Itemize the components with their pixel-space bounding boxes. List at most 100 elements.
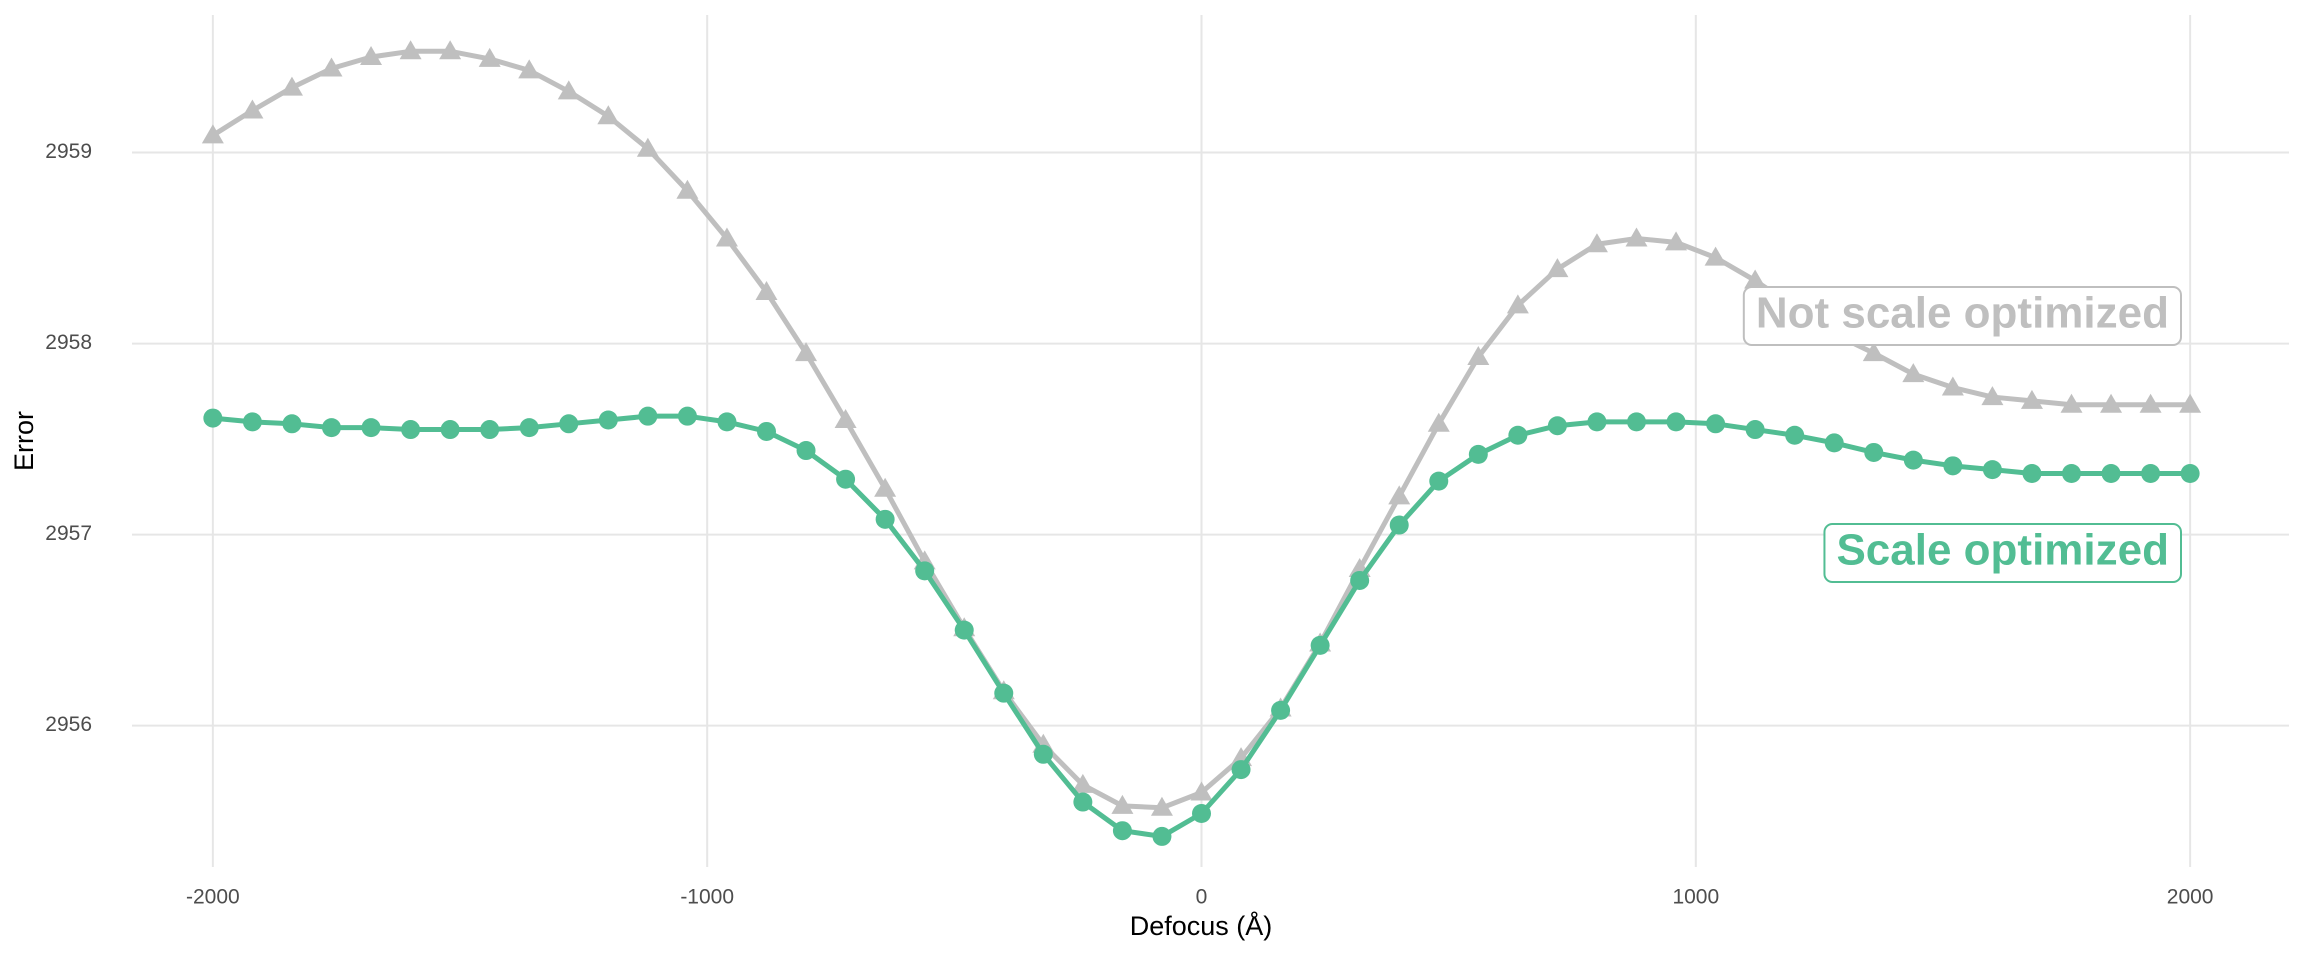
marker xyxy=(519,418,539,438)
marker xyxy=(2022,463,2042,483)
marker xyxy=(1152,826,1172,846)
series-label-text: Scale optimized xyxy=(1836,526,2169,575)
marker xyxy=(1824,433,1844,453)
marker xyxy=(1981,386,2004,406)
marker xyxy=(399,40,422,60)
marker xyxy=(439,40,462,60)
marker xyxy=(1271,700,1291,720)
marker xyxy=(2179,393,2202,413)
marker xyxy=(518,59,541,79)
marker xyxy=(1508,425,1528,445)
marker xyxy=(954,620,974,640)
marker xyxy=(874,477,897,497)
marker xyxy=(1506,294,1529,314)
marker xyxy=(440,420,460,440)
marker xyxy=(1468,444,1488,464)
marker xyxy=(1585,233,1608,253)
marker xyxy=(360,46,383,66)
grid xyxy=(132,15,2289,867)
marker xyxy=(755,280,778,300)
marker xyxy=(559,414,579,434)
marker xyxy=(1071,773,1094,793)
marker xyxy=(994,683,1014,703)
y-tick-label: 2956 xyxy=(45,713,92,736)
marker xyxy=(1350,570,1370,590)
label-box xyxy=(1823,523,2182,583)
series-label: Not scale optimized xyxy=(1742,286,2182,346)
marker xyxy=(1112,821,1132,841)
marker xyxy=(598,410,618,430)
marker xyxy=(1785,425,1805,445)
marker xyxy=(2180,463,2200,483)
x-tick-label: 1000 xyxy=(1672,886,1719,909)
x-axis-title: Defocus (Å) xyxy=(1130,910,1273,941)
marker xyxy=(1546,258,1569,278)
marker xyxy=(1111,794,1134,814)
marker xyxy=(2060,393,2083,413)
label-box xyxy=(1742,286,2182,346)
marker xyxy=(280,76,303,96)
marker xyxy=(1864,442,1884,462)
marker xyxy=(875,509,895,529)
marker xyxy=(1665,231,1688,251)
marker xyxy=(361,418,381,438)
marker xyxy=(836,469,856,489)
marker xyxy=(1982,460,2002,480)
marker xyxy=(1429,471,1449,491)
marker xyxy=(1627,412,1646,432)
marker xyxy=(320,57,343,77)
marker xyxy=(203,408,223,428)
marker xyxy=(242,412,262,432)
marker xyxy=(241,99,264,119)
marker xyxy=(915,561,935,581)
marker xyxy=(1745,420,1765,440)
marker xyxy=(1388,485,1411,505)
y-tick-label: 2959 xyxy=(45,140,92,163)
marker xyxy=(401,420,421,440)
marker xyxy=(636,137,659,157)
marker xyxy=(322,418,341,438)
marker xyxy=(757,421,776,441)
marker xyxy=(478,47,501,67)
marker xyxy=(795,342,818,362)
marker xyxy=(1862,342,1885,362)
marker xyxy=(1547,416,1567,436)
y-tick-label: 2958 xyxy=(45,331,92,354)
marker xyxy=(1231,760,1251,780)
marker xyxy=(1666,412,1686,432)
marker xyxy=(1625,227,1648,247)
marker xyxy=(1704,246,1727,266)
x-tick-label: -1000 xyxy=(680,886,734,909)
marker xyxy=(1943,456,1963,476)
marker xyxy=(2141,463,2161,483)
marker xyxy=(2139,393,2162,413)
marker xyxy=(2101,463,2121,483)
marker xyxy=(834,408,857,428)
series-label-text: Not scale optimized xyxy=(1756,289,2169,338)
marker xyxy=(2100,393,2123,413)
marker xyxy=(1941,376,1964,396)
y-tick-label: 2957 xyxy=(45,522,92,545)
marker xyxy=(1310,635,1330,655)
marker xyxy=(1427,412,1450,432)
marker xyxy=(282,414,302,434)
marker xyxy=(1033,744,1053,764)
marker xyxy=(638,406,658,426)
marker xyxy=(480,420,500,440)
marker xyxy=(677,406,697,426)
x-tick-label: -2000 xyxy=(186,886,240,909)
marker xyxy=(715,227,738,247)
marker xyxy=(1902,363,1925,383)
marker xyxy=(557,80,580,100)
marker xyxy=(1467,345,1490,365)
marker xyxy=(2062,463,2081,483)
marker xyxy=(1389,515,1409,535)
marker xyxy=(676,179,699,199)
marker xyxy=(1150,796,1173,816)
marker xyxy=(597,105,620,125)
marker xyxy=(1073,792,1093,812)
x-tick-label: 0 xyxy=(1196,886,1208,909)
marker xyxy=(1192,804,1211,824)
